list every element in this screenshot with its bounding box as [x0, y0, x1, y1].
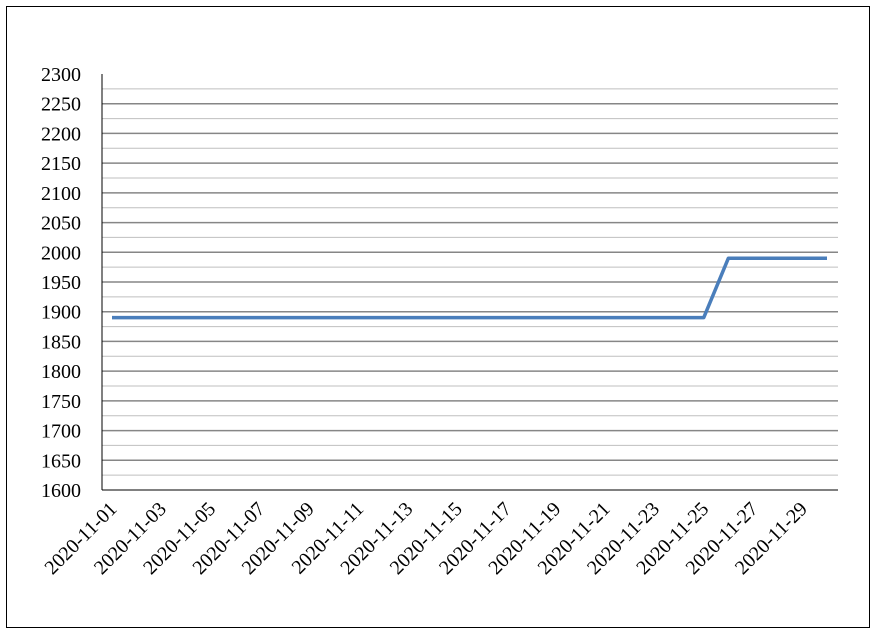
- y-tick-label: 2250: [41, 94, 81, 116]
- y-tick-label: 1850: [41, 331, 81, 353]
- y-tick-label: 2200: [41, 123, 81, 145]
- y-tick-label: 2300: [41, 64, 81, 86]
- y-tick-label: 1700: [41, 421, 81, 443]
- y-tick-label: 2050: [41, 213, 81, 235]
- y-tick-label: 1650: [41, 450, 81, 472]
- series-line: [112, 256, 827, 320]
- y-tick-label: 1950: [41, 272, 81, 294]
- y-tick-label: 2000: [41, 242, 81, 264]
- y-tick-label: 2150: [41, 153, 81, 175]
- y-tick-label: 1800: [41, 361, 81, 383]
- chart-frame: [6, 6, 870, 628]
- y-tick-label: 1600: [41, 480, 81, 502]
- y-tick-label: 1750: [41, 391, 81, 413]
- y-tick-label: 2100: [41, 183, 81, 205]
- y-tick-label: 1900: [41, 302, 81, 324]
